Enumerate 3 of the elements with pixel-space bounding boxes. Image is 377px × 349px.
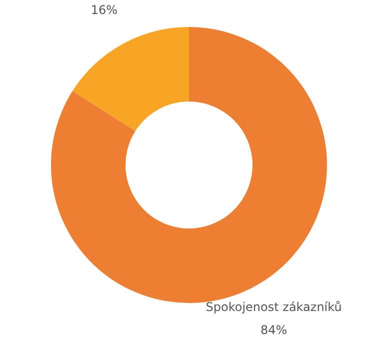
data-label: 16% <box>90 2 118 17</box>
data-label: 84% <box>260 322 288 337</box>
slice-label: Spokojenost zákazníků <box>206 300 342 314</box>
